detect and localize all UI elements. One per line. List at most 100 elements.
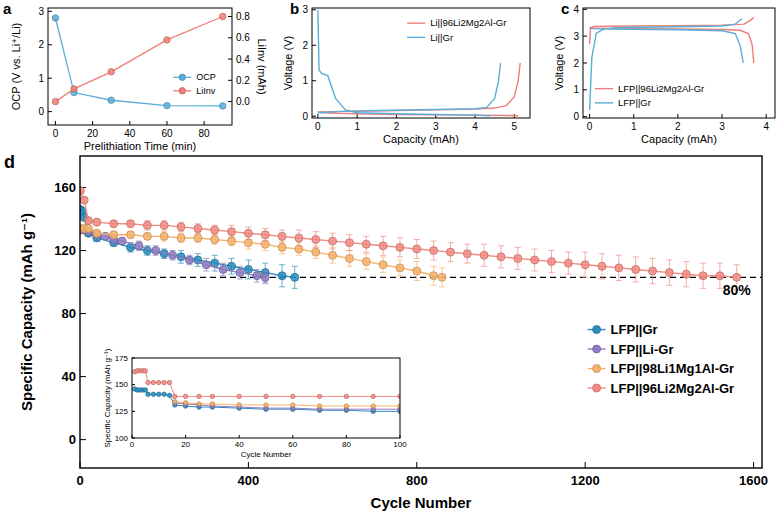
error-bar [549,251,555,273]
error-bar [447,243,453,262]
error-bar [599,254,605,279]
legend-marker [593,345,601,353]
marker [396,264,404,272]
legend-label: LFP||Li-Gr [611,342,674,357]
error-cap [532,248,538,249]
legend-marker [593,365,601,373]
marker [197,402,201,406]
marker [110,231,118,239]
legend-line [407,22,425,23]
error-cap [717,263,723,264]
marker [194,224,202,232]
error-bar [633,257,639,282]
error-bar [431,241,437,260]
legend: OCPLiInv [173,72,216,96]
legend-label: LiInv [196,86,216,96]
error-cap [279,242,285,243]
error-cap [245,248,251,249]
marker [329,251,337,259]
marker [413,267,421,275]
y-tick [312,9,316,10]
y-tick [80,376,86,377]
error-cap [346,266,352,267]
error-bar [292,266,298,288]
y-tick [583,89,587,90]
series-line [175,402,400,406]
error-cap [262,271,268,272]
y-axis-label: OCP (V vs. Li⁺/Li) [10,23,22,111]
legend-label: Li||96Li2Mg2Al-Gr [430,17,506,28]
error-cap [633,256,639,257]
error-bar [203,258,209,271]
x-tick-label: 400 [238,473,260,488]
legend-line [407,37,425,38]
series-line [80,210,294,278]
x-tick [633,114,634,118]
y-tick [312,116,316,117]
legend-line [595,102,613,103]
error-bar [161,221,167,230]
error-cap [279,253,285,254]
y-tick-label: 1 [38,73,44,84]
error-bar [700,263,706,288]
x-tick [248,462,249,468]
marker [699,272,707,280]
error-bar [111,232,117,238]
marker [564,259,572,267]
marker [143,369,147,373]
series-line [590,19,744,110]
x-tick [55,121,56,125]
error-bar [229,236,235,245]
marker [220,13,226,19]
error-cap [380,236,386,237]
marker [108,69,114,75]
marker [312,236,320,244]
error-cap [650,258,656,259]
legend: LFP||96Li2Mg2Al-GrLFP||Gr [595,83,704,108]
marker [682,270,690,278]
error-cap [666,260,672,261]
marker [438,273,446,281]
marker [108,97,114,103]
marker [291,273,299,281]
error-bar [212,235,218,244]
error-bar [380,257,386,273]
error-cap [431,266,437,267]
error-cap [582,252,588,253]
error-cap [431,241,437,242]
marker [261,273,269,281]
y-tick-label: 0 [302,111,308,122]
marker [379,261,387,269]
y-tick [48,11,52,12]
error-bar [515,247,521,269]
error-cap [650,283,656,284]
error-cap [292,266,298,267]
panel-label: b [290,0,299,17]
marker [228,262,236,270]
y-tick-label: 3 [573,31,579,42]
error-cap [262,283,268,284]
x-axis-label: Cycle Number [371,494,472,511]
legend-label: LFP||96Li2Mg2Al-Gr [618,83,704,94]
marker [362,240,370,248]
marker [317,404,321,408]
x-tick [416,462,417,468]
marker [649,267,657,275]
marker [220,103,226,109]
marker [598,262,606,270]
marker [177,223,185,231]
legend-label: LFP||98Li1Mg1Al-Gr [611,361,735,376]
marker [160,232,168,240]
error-bar [161,232,167,241]
marker [295,245,303,253]
y2-tick-label: 0.8 [236,11,250,22]
x-tick-label: 0 [587,121,593,132]
x-tick-label: 0 [76,473,83,488]
marker [167,393,171,397]
plot-data [318,10,520,116]
marker [295,234,303,242]
y-tick [312,45,316,46]
x-tick-label: 100 [393,440,407,449]
y-axis-label: Specific Capacity (mAh g⁻¹) [103,348,112,447]
error-bar [220,263,226,276]
